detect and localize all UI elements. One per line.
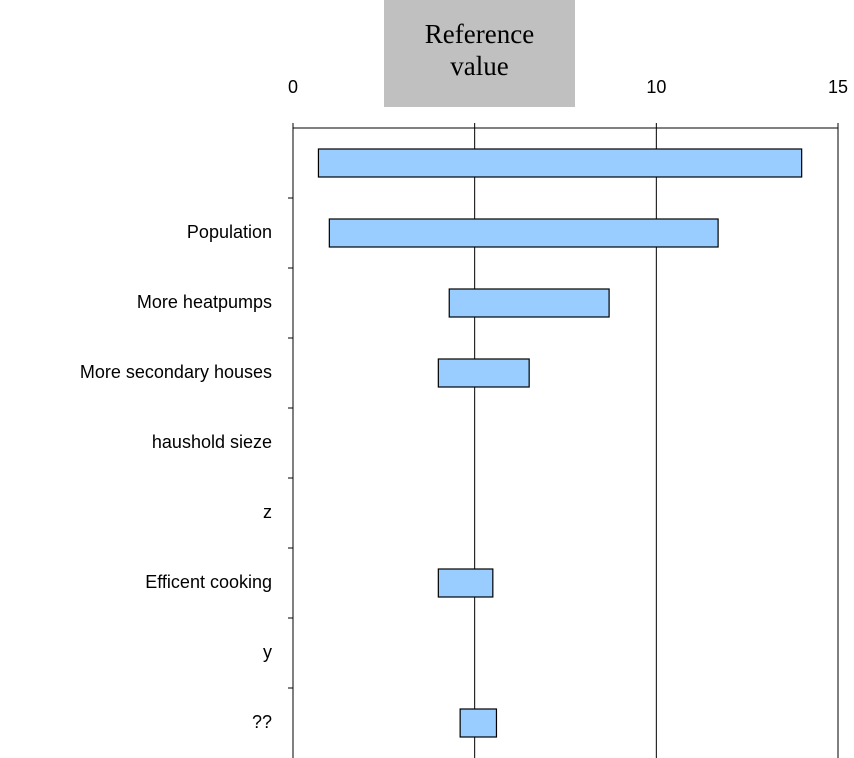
x-tick-label: 10 [646, 77, 666, 97]
bar [437, 358, 530, 388]
bar [448, 288, 610, 318]
y-tick-label: z [263, 502, 272, 522]
bar [328, 218, 719, 248]
reference-label: Reference value [384, 0, 575, 107]
y-tick-label: Efficent cooking [145, 572, 272, 592]
y-tick-label: Population [187, 222, 272, 242]
bar [317, 148, 803, 178]
y-tick-label: y [263, 642, 272, 662]
y-tick-label: haushold sieze [152, 432, 272, 452]
y-tick-label: ?? [252, 712, 272, 732]
y-tick-label: More secondary houses [80, 362, 272, 382]
x-tick-label: 15 [828, 77, 848, 97]
bar [459, 708, 498, 738]
y-tick-label: More heatpumps [137, 292, 272, 312]
bar [437, 568, 494, 598]
x-tick-label: 0 [288, 77, 298, 97]
